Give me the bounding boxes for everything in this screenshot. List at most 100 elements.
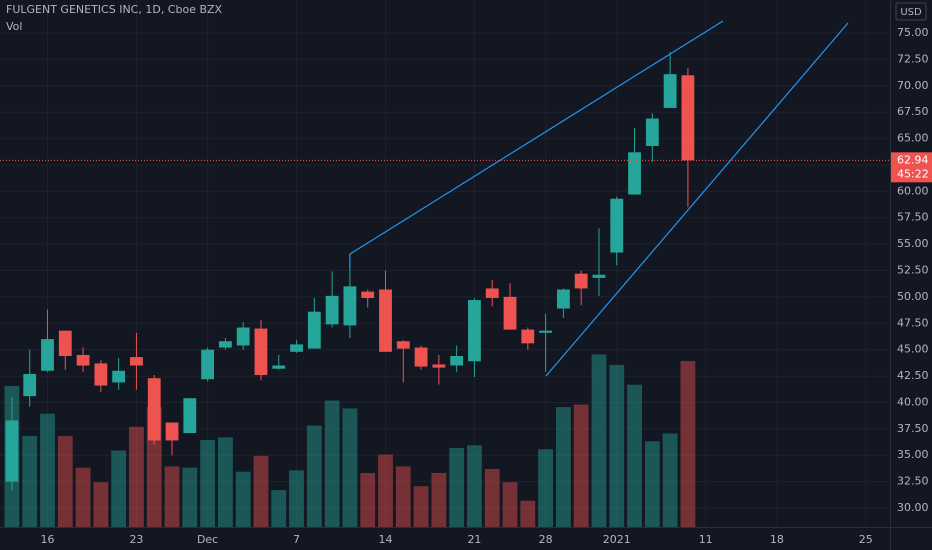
candle-body: [272, 365, 286, 369]
x-tick-label: 21: [467, 533, 481, 546]
candle-body: [379, 289, 392, 352]
volume-bar: [217, 437, 233, 527]
volume-bar: [520, 500, 536, 527]
y-tick-label: 65.00: [897, 132, 929, 145]
trendline: [349, 20, 724, 268]
volume-bar: [289, 470, 304, 527]
candle-body: [432, 364, 446, 368]
candle-body: [663, 74, 677, 108]
candle-body: [58, 330, 72, 357]
currency[interactable]: USD: [900, 7, 922, 18]
volume-bar: [75, 467, 91, 527]
volume-bar: [164, 466, 180, 527]
y-tick-label: 55.00: [897, 237, 929, 250]
y-tick-label: 42.50: [897, 369, 929, 382]
candle-body: [325, 295, 339, 325]
y-tick-label: 40.00: [897, 395, 929, 408]
volume-bar: [467, 445, 482, 527]
volume-bar: [413, 486, 429, 527]
y-tick-label: 35.00: [897, 448, 929, 461]
volume-bar: [395, 466, 411, 527]
candle-body: [681, 75, 695, 161]
volume-bar: [235, 471, 251, 527]
chart-title: FULGENT GENETICS INC, 1D, Cboe BZX: [6, 3, 223, 16]
candle-body: [450, 356, 464, 366]
candle-body: [147, 378, 161, 441]
x-tick-label: Dec: [197, 533, 218, 546]
x-tick-label: 2021: [603, 533, 631, 546]
candle-body: [183, 398, 197, 434]
volume-bar: [609, 364, 625, 527]
candle-body: [112, 370, 126, 383]
volume-bar: [57, 436, 73, 527]
volume-bar: [129, 426, 144, 527]
volume-bar: [360, 472, 376, 527]
y-tick-label: 50.00: [897, 290, 929, 303]
countdown-label: 45:22: [897, 167, 929, 180]
y-tick-label: 45.00: [897, 343, 929, 356]
volume-bar: [342, 408, 358, 527]
volume-label: Vol: [6, 20, 22, 33]
volume-bar: [484, 469, 500, 527]
x-tick-label: 28: [539, 533, 553, 546]
candle-body: [5, 420, 19, 482]
volume-bar: [22, 436, 38, 527]
candle-body: [556, 289, 570, 309]
candle-body: [201, 349, 215, 380]
candle-body: [521, 329, 535, 344]
trendline: [545, 22, 849, 377]
volume-bar: [93, 482, 109, 527]
volume-bar: [306, 425, 322, 527]
y-tick-label: 52.50: [897, 264, 929, 277]
volume-bar: [431, 472, 447, 527]
y-tick-label: 30.00: [897, 501, 929, 514]
candle-body: [610, 198, 624, 253]
volume-bar: [662, 433, 678, 527]
candle-body: [254, 328, 268, 376]
volume-bar: [555, 407, 571, 527]
y-tick-label: 60.00: [897, 184, 929, 197]
x-tick-label: 7: [293, 533, 300, 546]
volume-bar: [378, 454, 393, 527]
candle-body: [94, 363, 108, 386]
y-tick-label: 72.50: [897, 52, 929, 65]
volume-bar: [502, 482, 518, 527]
candle-body: [290, 344, 303, 352]
candles: [5, 52, 695, 491]
x-tick-label: 11: [699, 533, 713, 546]
y-tick-label: 32.50: [897, 475, 929, 488]
y-tick-label: 47.50: [897, 316, 929, 329]
volume-bar: [680, 360, 696, 527]
x-tick-label: 23: [129, 533, 143, 546]
candle-body: [23, 373, 37, 397]
x-tick-label: 14: [378, 533, 392, 546]
x-tick-label: 18: [770, 533, 784, 546]
volume-bar: [627, 384, 642, 527]
candle-body: [396, 341, 410, 349]
volume-bar: [40, 413, 55, 527]
volume-bar: [573, 404, 589, 527]
candle-body: [485, 288, 499, 298]
y-tick-label: 57.50: [897, 211, 929, 224]
candle-body: [592, 274, 606, 278]
currency-box[interactable]: [895, 2, 927, 21]
candle-body: [165, 422, 179, 441]
volume-bar: [538, 449, 554, 527]
candle-body: [361, 291, 375, 298]
candle-body: [628, 152, 641, 195]
candle-body: [574, 273, 588, 289]
y-tick-label: 70.00: [897, 79, 929, 92]
candle-body: [468, 300, 481, 362]
candle-body: [76, 354, 90, 366]
candle-body: [41, 339, 54, 371]
drawings: [0, 20, 890, 377]
volume-bar: [449, 447, 465, 527]
x-tick-label: 25: [859, 533, 873, 546]
volume-bar: [253, 455, 269, 527]
volume-bar: [182, 467, 198, 527]
y-tick-label: 67.50: [897, 105, 929, 118]
volume-bar: [591, 354, 607, 527]
grid: [0, 0, 890, 527]
candle-body: [645, 118, 659, 146]
